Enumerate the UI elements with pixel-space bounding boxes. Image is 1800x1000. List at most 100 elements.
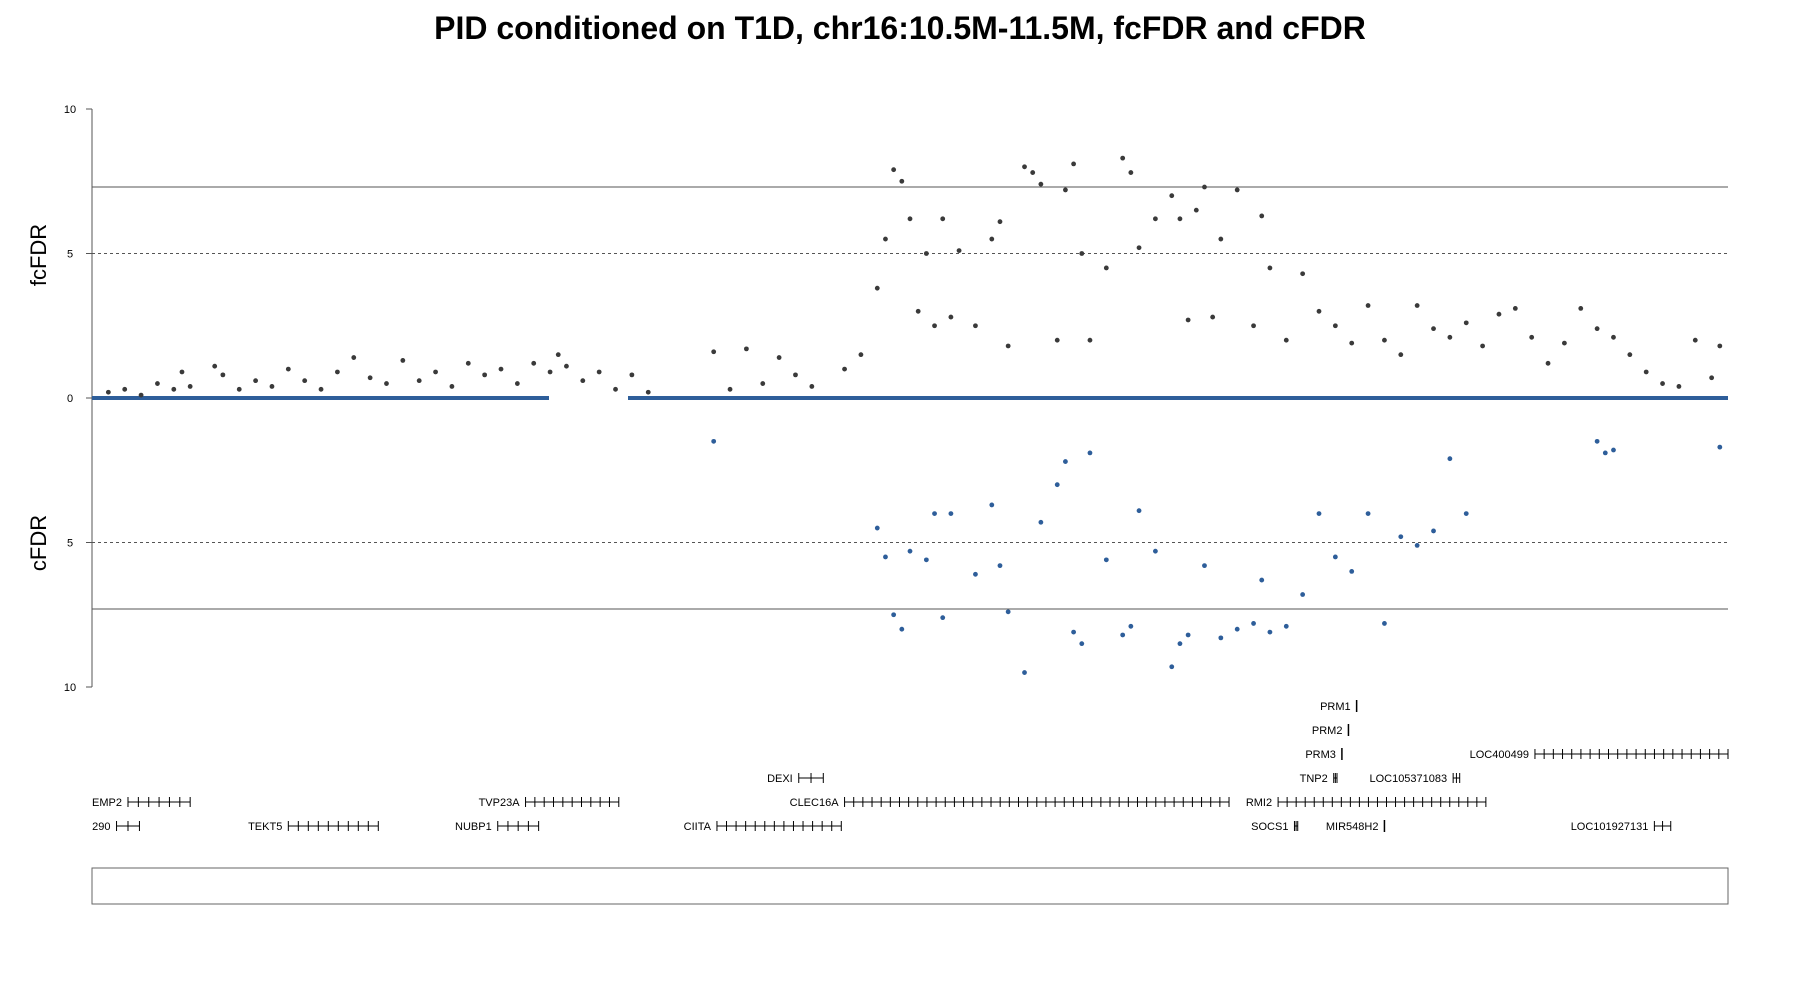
- fcfdr-point: [1316, 308, 1322, 314]
- fcfdr-point: [1177, 216, 1183, 222]
- fcfdr-point: [915, 308, 921, 314]
- cfdr-point: [1349, 569, 1355, 574]
- fcfdr-point: [1512, 306, 1518, 311]
- fcfdr-point: [400, 358, 406, 363]
- cfdr-point: [1283, 623, 1289, 629]
- fcfdr-point: [1717, 343, 1723, 349]
- cfdr-point: [1071, 629, 1076, 635]
- fcfdr-point: [1529, 334, 1535, 340]
- cfdr-point: [883, 554, 888, 560]
- cfdr-point: [1079, 641, 1085, 647]
- fcfdr-point: [1676, 384, 1682, 389]
- fcfdr-point: [318, 386, 324, 392]
- fcfdr-point: [1332, 323, 1338, 329]
- cfdr-point: [1717, 444, 1723, 450]
- cfdr-point: [1202, 563, 1207, 569]
- fcfdr-point: [498, 366, 504, 372]
- gene-label: LOC101927131: [1571, 821, 1649, 833]
- gene-label: LOC105371083: [1369, 773, 1447, 785]
- fcfdr-point: [1202, 184, 1207, 190]
- fcfdr-point: [842, 366, 847, 372]
- cfdr-point: [874, 525, 880, 531]
- fcfdr-point: [727, 386, 733, 392]
- chart-title: PID conditioned on T1D, chr16:10.5M-11.5…: [434, 10, 1366, 46]
- cfdr-point: [989, 502, 995, 508]
- fcfdr-point: [1103, 265, 1109, 271]
- cfdr-point: [1169, 664, 1175, 670]
- fcfdr-point: [220, 372, 226, 378]
- gene-label: MIR548H2: [1326, 821, 1379, 833]
- fcfdr-point: [171, 386, 177, 392]
- gene-label: 290: [92, 821, 110, 833]
- fcfdr-point: [285, 366, 291, 372]
- fcfdr-point: [1300, 271, 1306, 277]
- cfdr-point: [1398, 534, 1404, 540]
- gene-label: TVP23A: [479, 797, 521, 809]
- cfdr-point: [1177, 641, 1183, 647]
- fcfdr-point: [1463, 320, 1469, 326]
- cfdr-point: [1365, 511, 1371, 516]
- fcfdr-point: [1022, 164, 1027, 170]
- cfdr-point: [1251, 621, 1256, 626]
- data-points: [92, 155, 1728, 675]
- cfdr-point: [1447, 456, 1453, 462]
- fcfdr-point: [302, 378, 308, 384]
- fcfdr-point: [613, 386, 618, 392]
- cfdr-point: [1120, 632, 1126, 638]
- gene-label: CIITA: [684, 821, 712, 833]
- cfdr-point: [1611, 447, 1616, 453]
- fcfdr-point: [793, 372, 798, 378]
- fcfdr-point: [1005, 343, 1011, 349]
- fcfdr-point: [105, 389, 111, 395]
- fcfdr-point: [1349, 340, 1355, 346]
- upper-tick-label: 0: [67, 393, 73, 405]
- fcfdr-point: [1545, 360, 1551, 366]
- fcfdr-point: [1120, 155, 1126, 161]
- fcfdr-point: [629, 372, 635, 378]
- cfdr-point: [932, 511, 937, 516]
- fcfdr-point: [923, 251, 929, 256]
- fcfdr-point: [891, 167, 897, 173]
- cfdr-point: [1103, 557, 1109, 563]
- fcfdr-point: [997, 219, 1003, 225]
- fcfdr-point: [514, 381, 520, 386]
- cfdr-point: [997, 563, 1003, 569]
- cfdr-point: [973, 571, 978, 577]
- fcfdr-point: [179, 369, 185, 375]
- fcfdr-point: [1251, 323, 1256, 329]
- fcfdr-point: [899, 178, 905, 184]
- fcfdr-point: [1382, 337, 1387, 343]
- gene-label: PRM2: [1312, 725, 1343, 737]
- fcfdr-point: [236, 386, 242, 392]
- gene-label: EMP2: [92, 797, 122, 809]
- fcfdr-point: [883, 236, 888, 242]
- fcfdr-point: [809, 384, 815, 389]
- fcfdr-point: [1185, 317, 1191, 323]
- fcfdr-point: [465, 360, 471, 366]
- cfdr-point: [1022, 670, 1027, 675]
- fcfdr-point: [948, 314, 954, 320]
- upper-tick-label: 5: [67, 249, 73, 261]
- gene-label: DEXI: [767, 773, 793, 785]
- fcfdr-point: [138, 392, 144, 398]
- cfdr-point: [899, 626, 905, 632]
- fcfdr-point: [1365, 303, 1371, 308]
- fcfdr-point: [1627, 352, 1633, 358]
- fcfdr-point: [989, 236, 995, 242]
- fcfdr-point: [449, 384, 455, 389]
- cfdr-point: [1300, 592, 1306, 597]
- fcfdr-point: [1283, 337, 1289, 343]
- cfdr-point: [1234, 626, 1240, 632]
- fcfdr-point: [1079, 251, 1085, 256]
- cfdr-point: [907, 548, 913, 554]
- fcfdr-point: [416, 378, 422, 384]
- fcfdr-point: [973, 323, 978, 329]
- fcfdr-point: [596, 369, 602, 375]
- threshold-lines: [92, 186, 1728, 610]
- gene-label: RMI2: [1246, 797, 1272, 809]
- y-axis: 0 5 10 5 10: [64, 104, 93, 694]
- fcfdr-point: [1562, 340, 1567, 346]
- cfdr-point: [1463, 511, 1469, 516]
- fcfdr-point: [1259, 213, 1265, 219]
- gene-label: SOCS1: [1251, 821, 1288, 833]
